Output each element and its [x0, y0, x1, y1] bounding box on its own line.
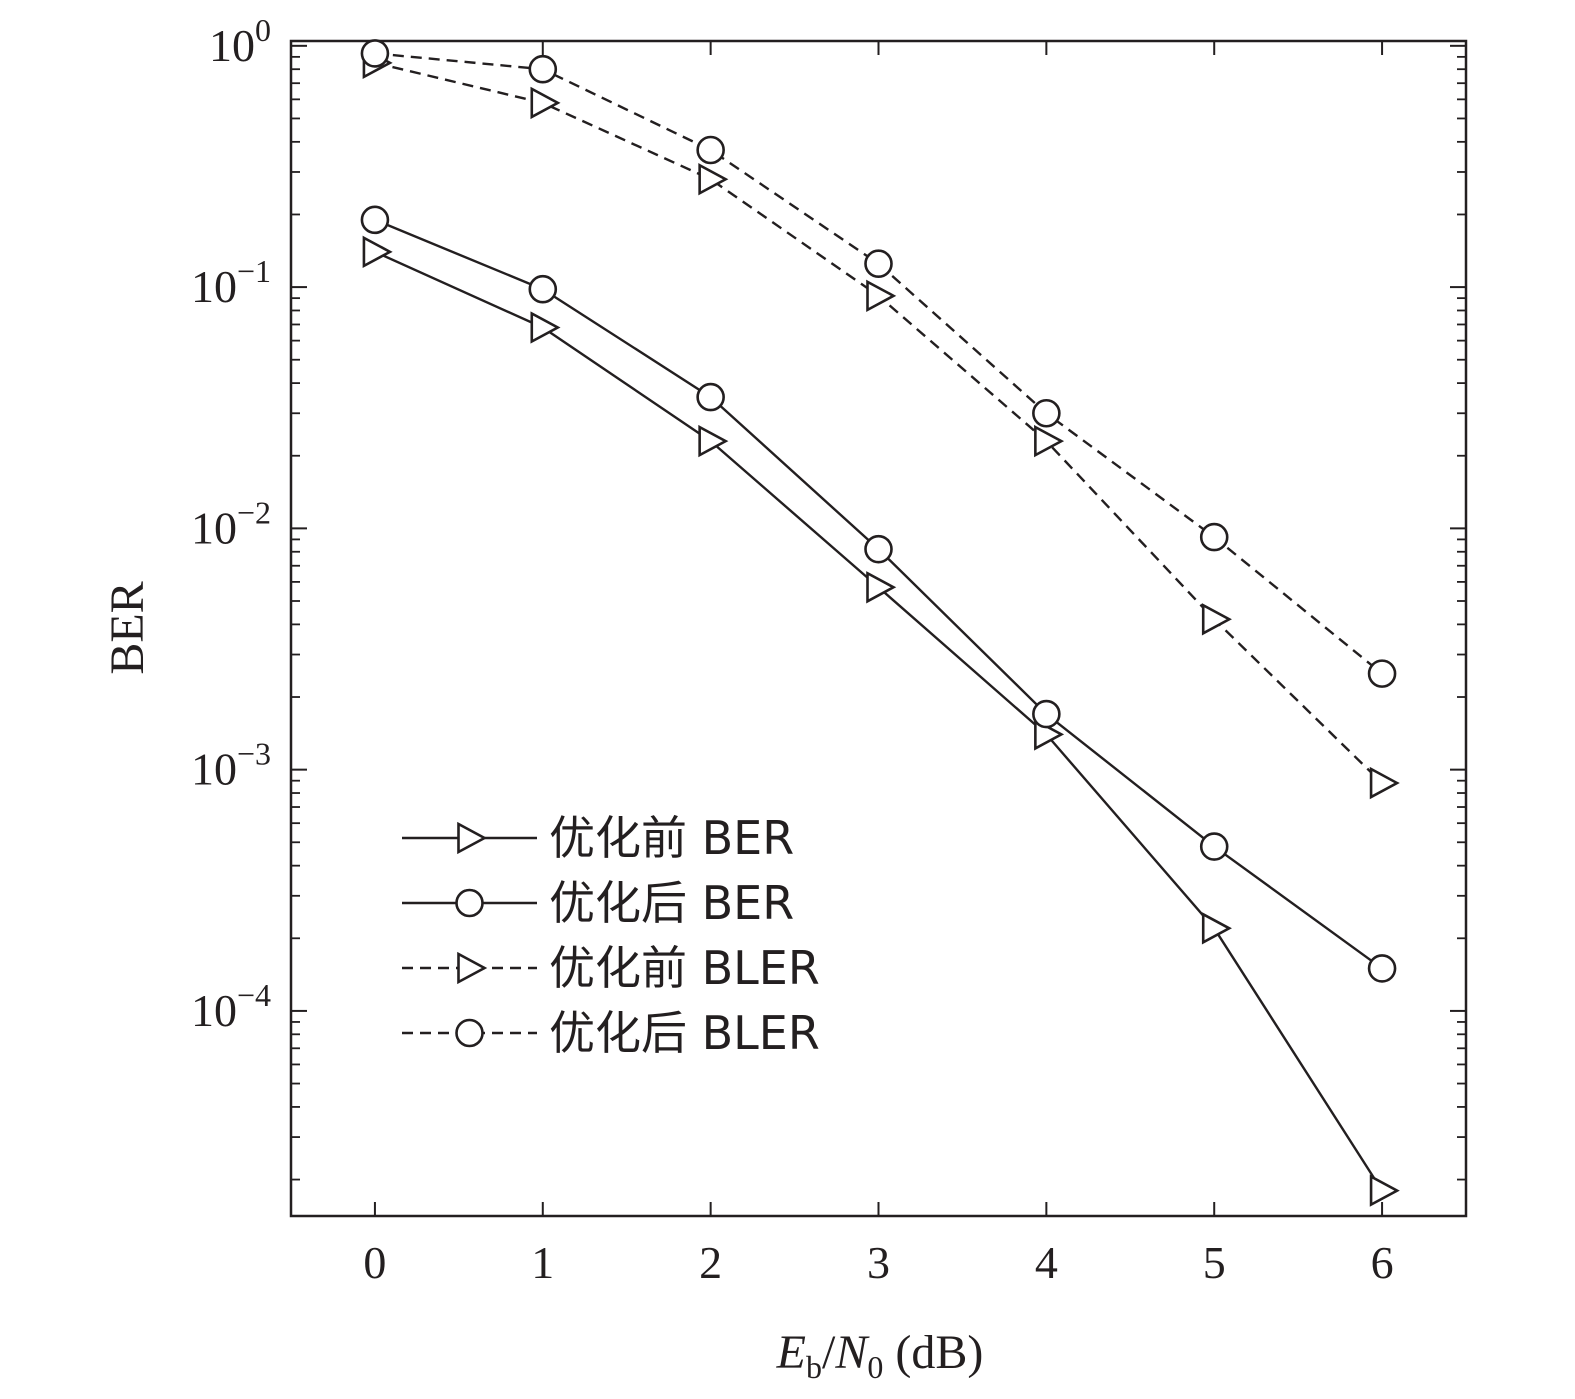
y-tick-label: 10−4 — [191, 977, 271, 1036]
data-point — [864, 534, 893, 564]
data-point — [866, 571, 897, 604]
data-point — [866, 279, 897, 313]
series-1 — [360, 205, 1397, 983]
x-tick-label: 3 — [867, 1237, 890, 1288]
data-point — [1199, 522, 1229, 552]
data-point — [696, 135, 725, 165]
data-point — [1032, 398, 1061, 428]
x-axis: 0 1 2 3 4 5 6 — [363, 41, 1394, 1288]
x-label-unit: (dB) — [883, 1326, 983, 1379]
series-layer — [360, 39, 1400, 1207]
legend-marker — [457, 821, 488, 855]
data-point — [864, 249, 893, 279]
x-tick-label: 5 — [1203, 1237, 1226, 1288]
legend: 优化前 BER 优化后 BER 优化前 BLER 优化后 BLER — [402, 811, 820, 1060]
y-tick-label: 10−3 — [191, 736, 271, 795]
x-label-slash: / — [822, 1326, 836, 1379]
data-point — [360, 205, 390, 235]
data-point — [1032, 699, 1061, 729]
legend-marker — [457, 951, 488, 985]
data-point — [528, 54, 558, 84]
x-tick-label: 4 — [1035, 1237, 1058, 1288]
series-line — [374, 61, 1383, 784]
x-tick-label: 1 — [531, 1237, 554, 1288]
x-label-n: N — [834, 1326, 870, 1379]
y-axis: 100 10−1 10−2 10−3 10−4 — [191, 12, 1466, 1181]
legend-entry: 优化后 BLER — [402, 1006, 820, 1060]
data-point — [1369, 766, 1400, 800]
legend-entry: 优化前 BER — [402, 811, 794, 865]
x-axis-label: Eb/N0 (dB) — [776, 1326, 984, 1385]
legend-label: 优化后 BER — [549, 876, 794, 930]
x-tick-label: 2 — [699, 1237, 722, 1288]
y-tick-label: 10−1 — [191, 253, 271, 312]
x-label-e-sub: b — [806, 1349, 822, 1385]
x-tick-label: 0 — [363, 1237, 386, 1288]
series-2 — [362, 46, 1400, 800]
legend-marker — [455, 888, 484, 918]
data-point — [1199, 832, 1229, 861]
data-point — [1369, 1174, 1400, 1207]
legend-label: 优化前 BLER — [549, 941, 820, 995]
data-point — [528, 274, 558, 304]
y-axis-label: BER — [101, 581, 154, 674]
x-label-n-sub: 0 — [867, 1349, 883, 1385]
data-point — [1034, 424, 1065, 458]
data-point — [1367, 954, 1397, 983]
data-point — [698, 424, 729, 458]
data-point — [1201, 603, 1232, 636]
data-point — [1367, 659, 1397, 688]
data-point — [362, 235, 393, 269]
y-tick-label: 100 — [209, 12, 271, 71]
data-point — [530, 86, 561, 120]
series-3 — [360, 39, 1397, 688]
legend-label: 优化后 BLER — [549, 1006, 820, 1060]
series-0 — [362, 235, 1400, 1207]
y-tick-label: 10−2 — [191, 494, 271, 553]
data-point — [698, 163, 729, 196]
legend-entry: 优化后 BER — [402, 876, 794, 930]
data-point — [360, 39, 390, 68]
data-point — [696, 382, 725, 412]
x-tick-label: 6 — [1371, 1237, 1394, 1288]
legend-entry: 优化前 BLER — [402, 941, 820, 995]
x-label-e: E — [776, 1326, 806, 1379]
legend-label: 优化前 BER — [549, 811, 794, 865]
series-line — [374, 250, 1384, 1192]
data-point — [1201, 912, 1232, 945]
data-point — [530, 311, 561, 344]
legend-marker — [455, 1018, 484, 1048]
